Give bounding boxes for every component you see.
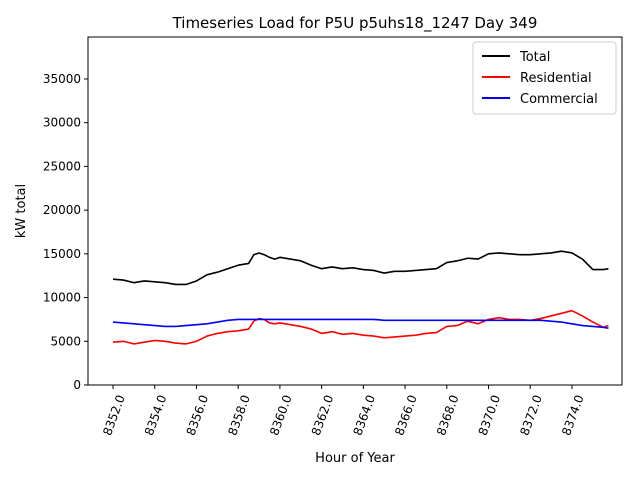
y-tick-label: 35000 bbox=[43, 72, 81, 86]
legend-label-residential: Residential bbox=[520, 71, 592, 86]
y-tick-label: 20000 bbox=[43, 203, 81, 217]
series-line-total bbox=[112, 250, 609, 286]
y-tick-label: 5000 bbox=[50, 334, 81, 348]
x-axis-label: Hour of Year bbox=[315, 451, 395, 466]
plot-frame bbox=[87, 36, 623, 386]
legend-label-commercial: Commercial bbox=[520, 92, 598, 107]
y-axis-ticks: 0 5000 10000 15000 20000 25000 30000 35000 bbox=[43, 72, 88, 392]
legend-box bbox=[472, 41, 617, 115]
y-tick-label: 30000 bbox=[43, 116, 81, 130]
y-tick-label: 15000 bbox=[43, 247, 81, 261]
legend-label-total: Total bbox=[519, 50, 550, 65]
y-tick-label: 25000 bbox=[43, 159, 81, 173]
y-axis-label: kW total bbox=[14, 184, 29, 238]
series-line-commercial bbox=[112, 318, 609, 329]
chart-title: Timeseries Load for P5U p5uhs18_1247 Day… bbox=[172, 14, 538, 33]
y-tick-label: 10000 bbox=[43, 291, 81, 305]
legend: Total Residential Commercial bbox=[472, 41, 617, 115]
y-tick-label: 0 bbox=[73, 378, 81, 392]
